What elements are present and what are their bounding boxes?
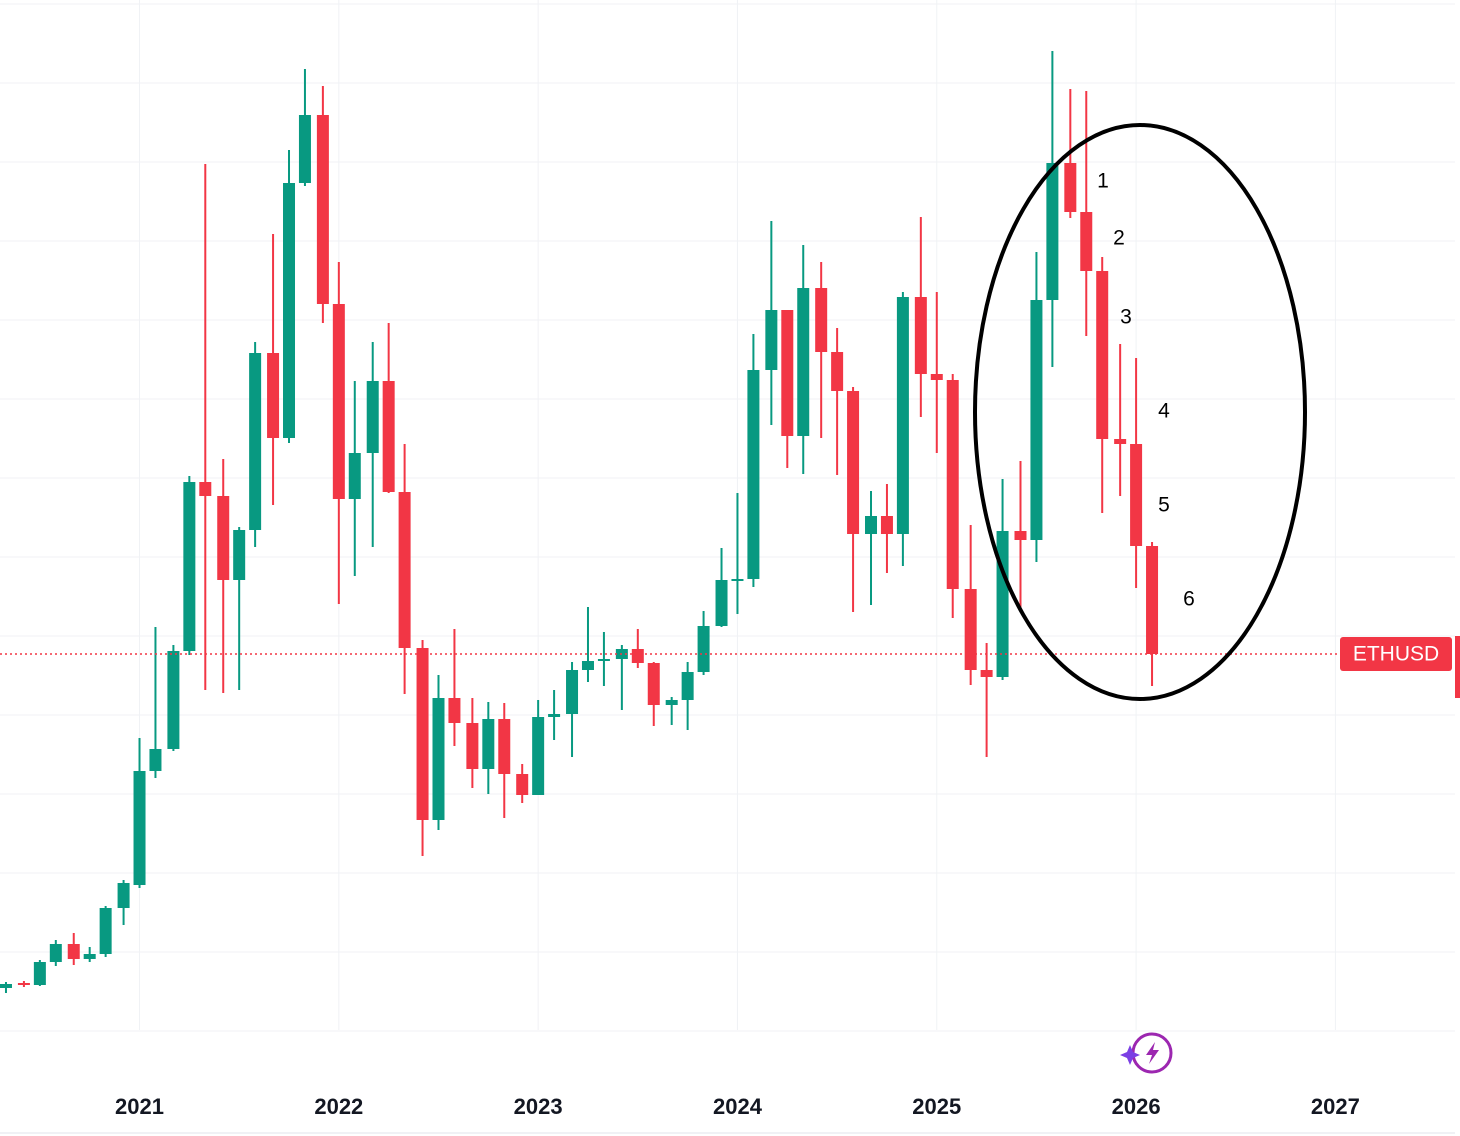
- candle-body: [548, 714, 561, 717]
- candle-body: [249, 353, 262, 530]
- candle-body: [33, 962, 46, 985]
- candle-body: [815, 288, 828, 352]
- candle-body: [914, 297, 927, 374]
- candle-body: [797, 288, 810, 436]
- candle-body: [348, 453, 361, 499]
- candle-body: [49, 944, 62, 962]
- candle-body: [133, 771, 146, 885]
- candle-body: [930, 374, 943, 380]
- candle-body: [946, 380, 959, 589]
- candle-body: [1064, 163, 1077, 212]
- x-tick-label: 2021: [115, 1094, 164, 1119]
- icon-sparkle: [1120, 1045, 1140, 1065]
- candle-body: [1030, 300, 1043, 540]
- candle-body: [880, 516, 893, 534]
- candle-body: [697, 626, 710, 672]
- candle-body: [298, 115, 311, 183]
- candle-body: [416, 648, 429, 820]
- candle-body: [99, 908, 112, 954]
- candle-body: [1014, 531, 1027, 540]
- candle-body: [432, 698, 445, 820]
- candle-body: [597, 659, 610, 661]
- scale-edge-marker: [1455, 636, 1460, 698]
- candle-body: [847, 391, 860, 534]
- candle-body: [398, 492, 411, 648]
- overlay: 1 2 3 4 5 6: [973, 123, 1307, 701]
- candle-body: [382, 381, 395, 492]
- candle-body: [1114, 439, 1127, 444]
- candle-body: [0, 984, 12, 988]
- candle-body: [647, 663, 660, 705]
- candle-body: [167, 651, 180, 749]
- candle-body: [366, 381, 379, 453]
- candle-body: [566, 670, 579, 714]
- candle-body: [1130, 444, 1143, 546]
- candle-body: [831, 352, 844, 391]
- annotation-label: 5: [1158, 494, 1170, 517]
- candle-body: [448, 698, 461, 723]
- candle-body: [498, 719, 511, 774]
- candle-body: [233, 530, 246, 580]
- x-tick-label: 2022: [314, 1094, 363, 1119]
- candle-body: [17, 983, 30, 985]
- candle-body: [332, 304, 345, 499]
- x-tick-label: 2026: [1112, 1094, 1161, 1119]
- symbol-label-bg: [1340, 637, 1452, 671]
- candle-body: [117, 883, 130, 908]
- candle-body: [896, 297, 909, 534]
- candle-body: [283, 183, 296, 438]
- annotation-label: 6: [1183, 588, 1195, 611]
- candle-body: [581, 661, 594, 670]
- candle-body: [980, 670, 993, 677]
- candle-body: [1096, 271, 1109, 439]
- candle-body: [83, 954, 96, 959]
- candle-body: [267, 353, 280, 438]
- candle-body: [1146, 546, 1159, 654]
- annotation-label: 4: [1158, 400, 1170, 423]
- annotation-label: 3: [1120, 306, 1132, 329]
- candle-body: [183, 482, 196, 651]
- candle-body: [765, 310, 778, 370]
- candle-body: [482, 719, 495, 769]
- candle-body: [715, 580, 728, 626]
- candle-body: [665, 700, 678, 705]
- candle-body: [747, 370, 760, 579]
- candle-body: [316, 115, 329, 304]
- candle-body: [217, 496, 230, 580]
- x-tick-label: 2023: [514, 1094, 563, 1119]
- highlight-ellipse: [973, 123, 1307, 701]
- x-tick-label: 2027: [1311, 1094, 1360, 1119]
- candle-body: [466, 723, 479, 769]
- candles: [0, 51, 1340, 993]
- symbol-label: ETHUSD: [1353, 643, 1439, 666]
- candle-body: [996, 531, 1009, 677]
- candle-body: [865, 516, 878, 534]
- candle-body: [516, 774, 529, 795]
- candle-body: [631, 649, 644, 663]
- x-tick-label: 2025: [912, 1094, 961, 1119]
- candle-body: [1080, 212, 1093, 271]
- candle-body: [1046, 163, 1059, 300]
- candle-body: [681, 672, 694, 700]
- candle-body: [67, 944, 80, 959]
- x-tick-label: 2024: [713, 1094, 763, 1119]
- annotation-label: 2: [1113, 227, 1125, 250]
- candle-body: [532, 717, 545, 795]
- assistant-icon[interactable]: [1120, 1032, 1173, 1074]
- icon-bolt: [1146, 1042, 1159, 1064]
- candle-body: [781, 310, 794, 436]
- candle-body: [149, 749, 162, 771]
- annotation-label: 1: [1097, 170, 1109, 193]
- candle-body: [199, 482, 212, 496]
- candle-body: [964, 589, 977, 670]
- candle-body: [731, 579, 744, 581]
